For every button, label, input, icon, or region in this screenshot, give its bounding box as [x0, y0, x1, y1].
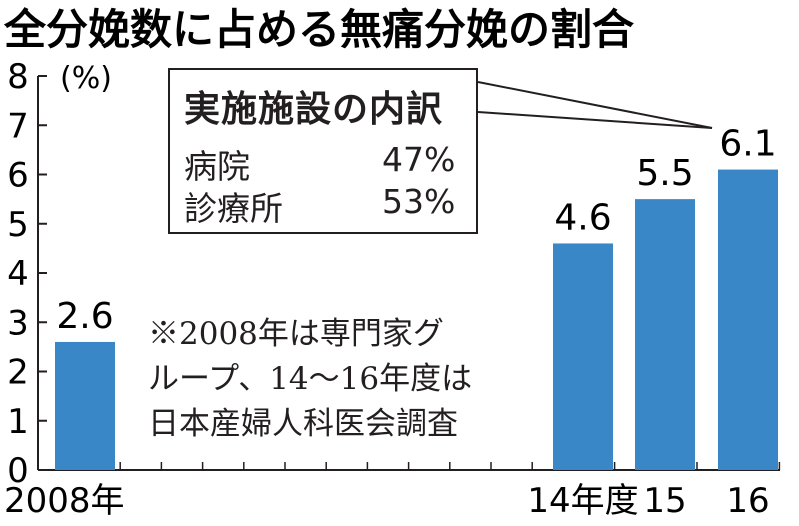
- x-axis-labels: 2008年 14年度 15 16: [4, 481, 770, 521]
- facility-breakdown-box: 実施施設の内訳 病院 47% 診療所 53%: [168, 68, 478, 234]
- bar: [635, 199, 695, 470]
- y-tick-label: 5: [7, 205, 29, 245]
- callout-row-hospital: 病院 47%: [184, 140, 455, 188]
- y-tick-label: 2: [7, 353, 29, 393]
- y-tick-label: 6: [7, 156, 29, 196]
- y-tick-label: 3: [7, 303, 29, 343]
- x-tick-label: 16: [726, 481, 769, 521]
- data-label: 6.1: [719, 124, 776, 165]
- callout-leader-line: [477, 81, 713, 129]
- y-tick-label: 0: [7, 451, 29, 491]
- y-axis: 0 1 2 3 4 5 6 7 8: [7, 57, 781, 491]
- callout-label: 診療所: [184, 189, 283, 228]
- callout-value: 47%: [382, 140, 456, 179]
- footnote-line: ループ、14～16年度は: [148, 361, 473, 397]
- bar: [55, 341, 115, 470]
- y-tick-label: 4: [7, 254, 29, 294]
- chart-title: 全分娩数に占める無痛分娩の割合: [3, 5, 634, 54]
- x-tick-label: 14年度: [527, 481, 638, 521]
- bars-group: 2.6 4.6 5.5 6.1: [55, 124, 778, 470]
- callout-value: 53%: [382, 182, 456, 221]
- footnote-line: 日本産婦人科医会調査: [148, 406, 458, 442]
- unit-label: (%): [60, 61, 112, 96]
- data-label: 4.6: [554, 197, 611, 238]
- y-tick-label: 1: [7, 402, 29, 442]
- callout-title: 実施施設の内訳: [184, 89, 444, 130]
- source-footnote: ※2008年は専門家グ ループ、14～16年度は 日本産婦人科医会調査: [148, 312, 548, 447]
- bar: [553, 243, 613, 470]
- data-label: 2.6: [56, 296, 113, 337]
- data-label: 5.5: [636, 153, 693, 194]
- y-tick-label: 7: [7, 106, 29, 146]
- callout-row-clinic: 診療所 53%: [184, 182, 455, 230]
- bar: [718, 169, 778, 470]
- y-tick-label: 8: [7, 57, 29, 97]
- x-tick-label: 2008年: [4, 481, 125, 521]
- callout-label: 病院: [184, 147, 250, 186]
- callout-leader-line-2: [477, 111, 713, 129]
- x-tick-label: 15: [643, 481, 686, 521]
- footnote-line: ※2008年は専門家グ: [148, 316, 444, 352]
